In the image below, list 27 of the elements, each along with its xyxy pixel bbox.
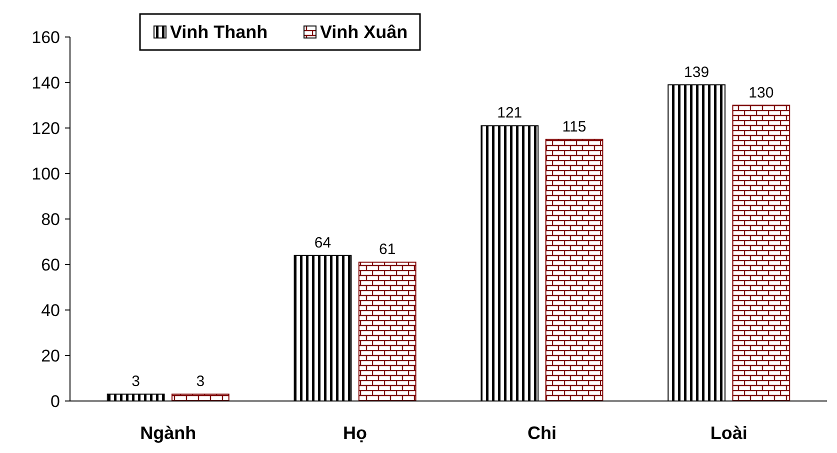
y-tick-label: 160 [32, 28, 60, 47]
legend-label: Vinh Thanh [170, 22, 268, 42]
y-tick-label: 80 [41, 210, 60, 229]
x-tick-label: Loài [710, 423, 748, 443]
data-label: 115 [562, 118, 586, 136]
y-tick-label: 120 [32, 118, 60, 138]
y-tick-label: 140 [32, 73, 60, 92]
y-tick-label: 20 [41, 346, 60, 366]
x-tick-label: Ngành [140, 423, 196, 443]
x-tick-label: Chi [527, 423, 556, 443]
y-tick-label: 0 [50, 392, 60, 411]
data-label: 3 [196, 373, 205, 390]
bar [732, 104, 790, 402]
bar [545, 138, 604, 402]
bar [172, 394, 230, 402]
data-label: 64 [314, 234, 332, 252]
data-label: 121 [497, 104, 522, 122]
data-label: 130 [748, 84, 774, 102]
legend-label: Vinh Xuân [320, 22, 408, 42]
data-label: 3 [132, 373, 140, 390]
y-tick-label: 40 [41, 300, 60, 320]
x-tick-label: Họ [343, 423, 368, 443]
data-label: 61 [379, 241, 396, 258]
bar [358, 262, 416, 402]
data-label: 139 [684, 64, 710, 81]
y-tick-label: 100 [32, 164, 60, 184]
y-tick-label: 60 [41, 255, 60, 274]
